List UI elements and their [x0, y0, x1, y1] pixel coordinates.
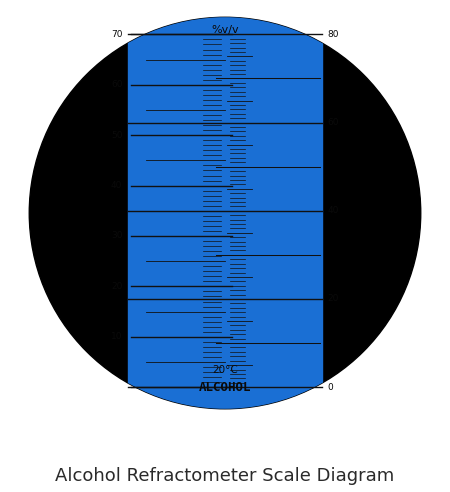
Text: 50: 50	[111, 131, 122, 140]
Text: 20: 20	[111, 282, 122, 291]
Text: ALCOHOL: ALCOHOL	[199, 381, 251, 394]
Text: 40: 40	[111, 181, 122, 190]
Text: 60: 60	[328, 118, 339, 127]
Text: 10: 10	[111, 332, 122, 341]
Text: 80: 80	[328, 30, 339, 39]
Circle shape	[29, 17, 421, 409]
Text: 30: 30	[111, 231, 122, 241]
Text: %v/v: %v/v	[211, 26, 239, 35]
Text: 20: 20	[328, 295, 339, 304]
Text: Alcohol Refractometer Scale Diagram: Alcohol Refractometer Scale Diagram	[55, 466, 395, 485]
Text: 60: 60	[111, 80, 122, 89]
Text: 0: 0	[328, 383, 333, 392]
Text: 70: 70	[111, 30, 122, 39]
Text: 40: 40	[328, 206, 339, 215]
Text: 20°C: 20°C	[212, 365, 238, 375]
Bar	[128, 17, 322, 409]
